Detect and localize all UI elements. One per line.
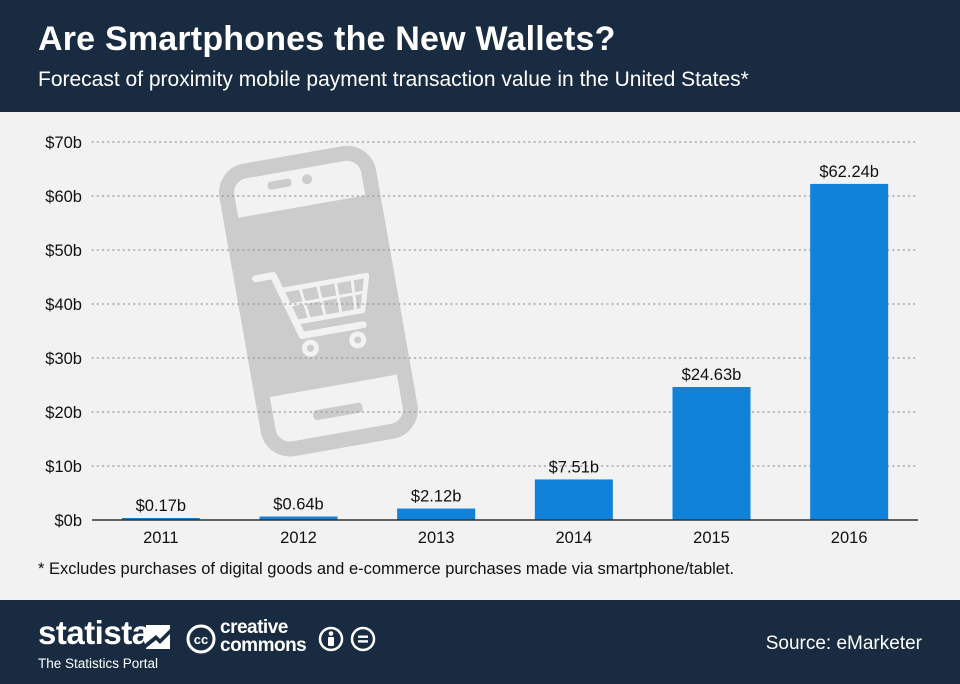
attribution-icon[interactable]	[318, 626, 344, 652]
gridlines	[91, 141, 919, 467]
y-tick-label: $30b	[45, 350, 82, 368]
header: Are Smartphones the New Wallets? Forecas…	[0, 0, 960, 112]
x-tick-label: 2011	[143, 529, 178, 547]
bars: $0.17b $0.64b $2.12b $7.51b $24.63b $62.24b	[121, 163, 889, 521]
statista-logo[interactable]: statista	[38, 614, 150, 651]
bar[interactable]	[672, 386, 751, 520]
smartphone-illustration	[219, 145, 418, 457]
phone-speaker	[267, 178, 292, 190]
y-axis: $0b $10b $20b $30b $40b $50b $60b $70b	[45, 134, 82, 530]
phone-camera	[302, 174, 313, 185]
x-axis: 2011 2012 2013 2014 2015 2016	[143, 529, 867, 547]
bar[interactable]	[397, 508, 476, 520]
cc-badge-label: cc	[194, 632, 208, 647]
data-label: $0.64b	[273, 496, 323, 514]
footnote: * Excludes purchases of digital goods an…	[38, 560, 735, 578]
x-tick-label: 2014	[555, 529, 592, 547]
data-label: $24.63b	[682, 366, 742, 384]
chart-subtitle: Forecast of proximity mobile payment tra…	[38, 68, 749, 91]
x-tick-label: 2012	[280, 529, 317, 547]
y-tick-label: $70b	[45, 134, 82, 152]
no-derivatives-icon[interactable]	[350, 626, 376, 652]
bar[interactable]	[810, 183, 889, 521]
bar[interactable]	[121, 518, 200, 520]
data-label: $0.17b	[136, 497, 186, 515]
cc-text-line2: commons	[220, 635, 307, 656]
y-tick-label: $60b	[45, 188, 82, 206]
creative-commons-icon[interactable]: cc	[186, 624, 216, 654]
chart-title: Are Smartphones the New Wallets?	[38, 20, 616, 58]
y-tick-label: $50b	[45, 242, 82, 260]
y-tick-label: $20b	[45, 404, 82, 422]
bar[interactable]	[534, 479, 613, 520]
x-tick-label: 2016	[831, 529, 868, 547]
y-tick-label: $10b	[45, 458, 82, 476]
cc-text-line1: creative	[220, 617, 288, 638]
data-label: $7.51b	[549, 458, 599, 476]
y-tick-label: $40b	[45, 296, 82, 314]
footer: statista The Statistics Portal cc creati…	[0, 600, 960, 684]
data-label: $62.24b	[819, 163, 879, 181]
data-label: $2.12b	[411, 488, 461, 506]
x-tick-label: 2013	[418, 529, 455, 547]
phone-home-button	[313, 402, 363, 421]
x-tick-label: 2015	[693, 529, 730, 547]
bar[interactable]	[259, 516, 338, 520]
source-label: Source: eMarketer	[765, 633, 922, 654]
bar-chart: $0b$10b$20b$30b$40b$50b$60b$70b $0.17b $0…	[45, 134, 919, 547]
y-tick-label: $0b	[54, 512, 82, 530]
statista-tagline: The Statistics Portal	[38, 656, 159, 671]
shopping-cart-icon	[252, 272, 370, 357]
chart-area: $0b $10b $20b $30b $40b $50b $60b $70b $0.17b $0…	[0, 112, 960, 600]
phone-body	[219, 145, 418, 457]
statista-mark-icon	[146, 625, 170, 649]
creative-commons-text[interactable]: creative commons	[220, 617, 307, 656]
